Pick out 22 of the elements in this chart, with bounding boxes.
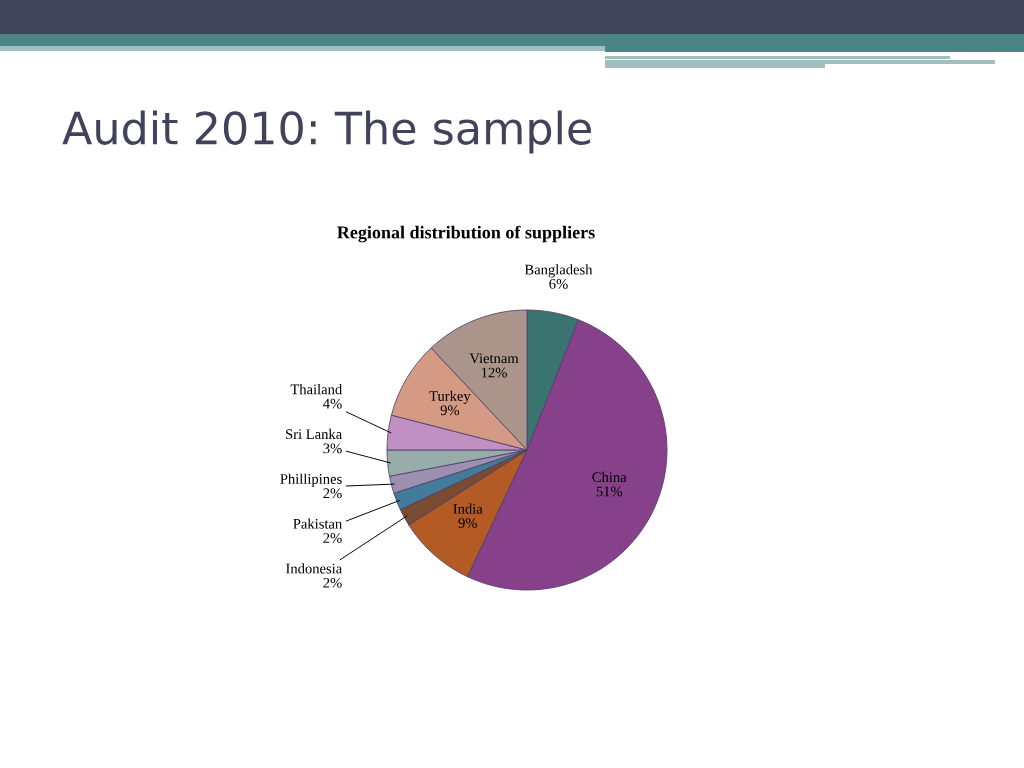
slice-label: Sri Lanka [286,428,342,440]
slice-label: Indonesia [286,563,342,574]
slice-label: Pakistan [293,518,342,529]
data-label: 9% [440,405,460,416]
slice-label: Phillipines [280,473,342,487]
data-label: 6% [549,278,568,289]
slice-label: Turkey [429,390,471,404]
data-label: 2% [323,577,342,588]
chart-title: Audit 2010: The sample [62,110,591,154]
chart-subtitle: Regional distribution of suppliers [337,225,595,243]
data-label: 3% [323,443,342,454]
data-label: 4% [323,398,342,409]
slice-label: Vietnam [469,353,519,364]
data-label: 2% [323,488,342,499]
data-label: 2% [323,533,342,543]
data-label: 51% [596,486,623,497]
data-label: 12% [481,367,507,378]
data-label: 9% [458,518,477,529]
slice-label: Bangladesh [524,264,593,278]
slice-label: Thailand [290,384,343,395]
slice-label: China [592,471,627,483]
slice-label: India [453,503,483,514]
